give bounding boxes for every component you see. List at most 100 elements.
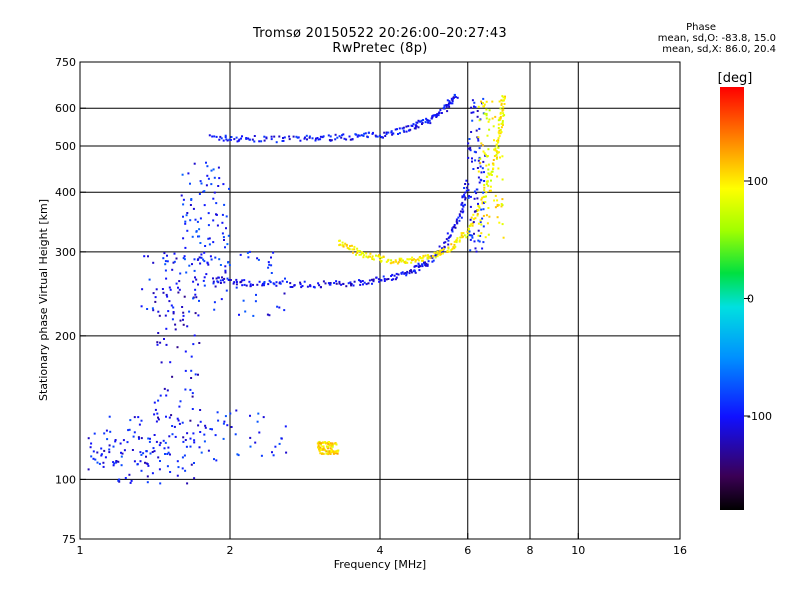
echo-point — [318, 448, 320, 451]
echo-point — [429, 256, 432, 259]
echo-point — [170, 304, 173, 307]
echo-point — [224, 136, 227, 139]
echo-point — [329, 282, 332, 284]
echo-point — [446, 110, 449, 113]
echo-point — [303, 137, 306, 140]
echo-point — [437, 253, 440, 256]
echo-point — [133, 416, 136, 419]
echo-point — [425, 117, 428, 120]
echo-point — [487, 163, 490, 166]
echo-point — [333, 450, 336, 453]
echo-point — [151, 472, 154, 475]
echo-point — [492, 159, 495, 161]
echo-point — [192, 207, 195, 210]
echo-point — [137, 436, 140, 439]
echo-point — [447, 239, 450, 242]
echo-point — [476, 214, 479, 217]
echo-point — [343, 137, 346, 140]
echo-point — [176, 346, 179, 349]
echo-point — [497, 167, 500, 170]
echo-point — [467, 231, 470, 234]
echo-point — [318, 440, 321, 443]
echo-point — [387, 278, 390, 280]
echo-point — [494, 147, 497, 150]
echo-point — [261, 284, 264, 287]
echo-point — [171, 375, 174, 378]
echo-point — [473, 197, 476, 200]
echo-point — [452, 246, 455, 249]
echo-point — [317, 138, 320, 141]
echo-point — [199, 431, 202, 433]
echo-point — [176, 417, 179, 420]
echo-point — [183, 295, 186, 298]
echo-point — [210, 169, 213, 172]
echo-point — [411, 125, 414, 127]
echo-point — [306, 138, 308, 141]
echo-point — [199, 262, 202, 265]
echo-point — [256, 257, 259, 260]
echo-point — [227, 279, 230, 281]
echo-point — [398, 127, 401, 130]
echo-point — [338, 282, 341, 285]
echo-point — [275, 281, 278, 284]
echo-point — [372, 280, 375, 283]
echo-point — [410, 261, 413, 264]
echo-point — [442, 247, 445, 250]
echo-point — [496, 152, 499, 155]
echo-point — [181, 421, 184, 424]
echo-point — [233, 281, 236, 284]
echo-point — [181, 467, 184, 470]
echo-point — [94, 458, 97, 461]
echo-point — [445, 104, 448, 106]
echo-point — [179, 319, 182, 322]
echo-point — [432, 255, 434, 258]
echo-point — [140, 305, 143, 308]
echo-point — [479, 235, 482, 237]
echo-point — [487, 172, 490, 175]
echo-point — [450, 229, 453, 232]
echo-point — [501, 223, 504, 226]
echo-point — [450, 249, 453, 251]
echo-point — [405, 125, 408, 128]
echo-point — [225, 215, 228, 218]
echo-point — [372, 278, 375, 281]
echo-point — [421, 259, 424, 262]
echo-point — [395, 260, 398, 263]
echo-point — [311, 137, 314, 140]
echo-point — [441, 249, 444, 251]
echo-point — [406, 258, 409, 261]
echo-point — [159, 341, 162, 344]
echo-point — [198, 342, 201, 344]
echo-point — [483, 103, 486, 106]
echo-point — [485, 100, 488, 103]
echo-point — [436, 114, 438, 117]
echo-point — [482, 97, 485, 100]
echo-point — [404, 272, 407, 274]
echo-point — [474, 106, 477, 109]
echo-point — [198, 446, 201, 449]
echo-point — [453, 243, 456, 246]
echo-point — [486, 180, 489, 183]
echo-point — [477, 136, 480, 139]
y-tick-label: 750 — [55, 56, 76, 69]
echo-point — [193, 334, 196, 337]
echo-point — [480, 232, 483, 235]
echo-point — [197, 424, 200, 427]
echo-point — [356, 251, 359, 254]
echo-point — [469, 195, 472, 198]
echo-point — [124, 477, 127, 479]
echo-point — [89, 446, 92, 449]
echo-point — [335, 282, 338, 285]
echo-point — [350, 284, 353, 287]
echo-point — [162, 257, 165, 260]
echo-point — [501, 121, 504, 124]
echo-point — [225, 138, 228, 141]
echo-point — [121, 452, 124, 455]
echo-point — [360, 134, 363, 137]
echo-point — [362, 254, 365, 257]
echo-point — [322, 135, 325, 138]
echo-point — [441, 247, 444, 250]
echo-point — [100, 447, 103, 450]
echo-point — [361, 251, 363, 254]
echo-point — [220, 137, 223, 140]
